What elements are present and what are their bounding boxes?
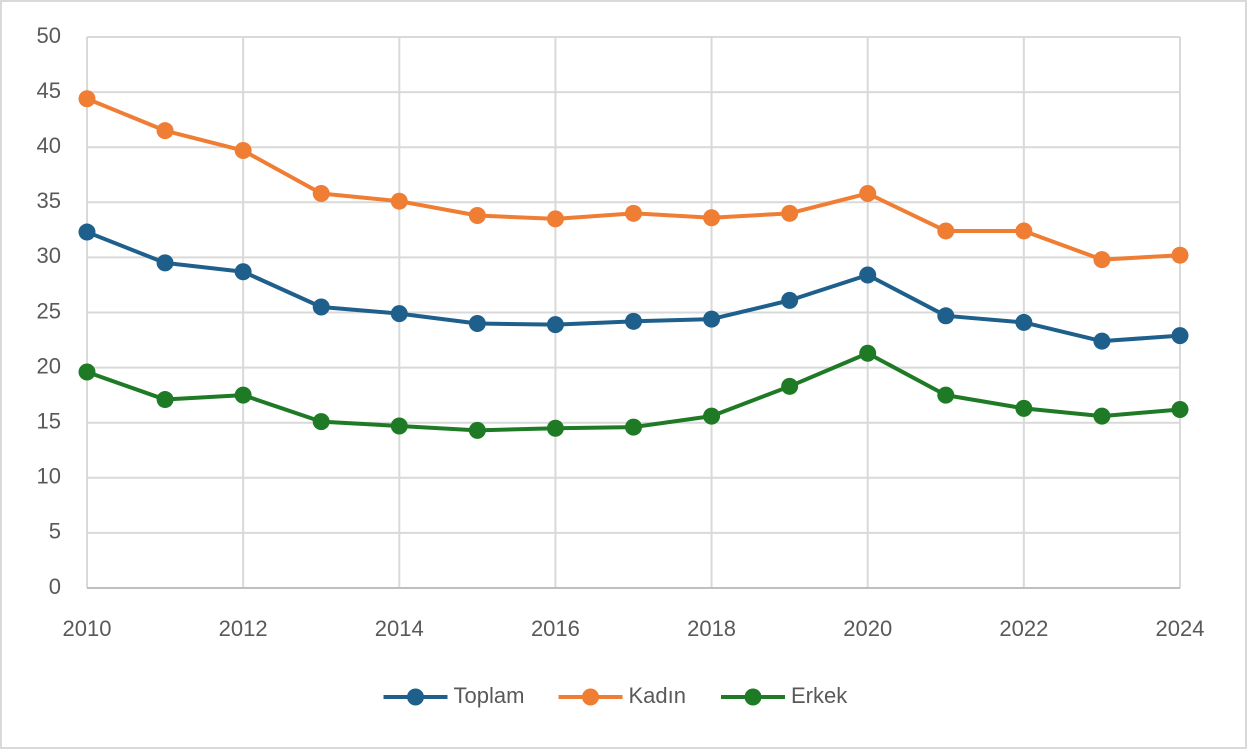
data-point xyxy=(937,386,955,404)
data-point xyxy=(625,418,642,436)
data-point xyxy=(859,184,877,202)
x-tick-label: 2018 xyxy=(687,616,736,641)
data-point xyxy=(468,421,486,439)
data-point xyxy=(156,254,174,272)
data-point xyxy=(625,312,642,330)
data-point xyxy=(468,315,486,333)
data-point xyxy=(78,223,96,241)
x-tick-label: 2016 xyxy=(531,616,580,641)
y-tick-label: 30 xyxy=(37,243,61,268)
data-point xyxy=(781,291,799,309)
data-point xyxy=(1093,332,1111,350)
x-tick-label: 2022 xyxy=(999,616,1048,641)
data-point xyxy=(312,413,330,431)
y-tick-label: 5 xyxy=(49,519,61,544)
x-tick-label: 2024 xyxy=(1156,616,1205,641)
data-point xyxy=(1015,399,1033,417)
data-point xyxy=(156,122,174,140)
x-tick-label: 2012 xyxy=(219,616,268,641)
data-point xyxy=(312,298,330,316)
y-tick-label: 20 xyxy=(37,353,61,378)
legend-label: Erkek xyxy=(791,683,848,708)
data-point xyxy=(78,90,96,108)
y-tick-label: 45 xyxy=(37,78,61,103)
legend-marker xyxy=(744,688,762,706)
data-point xyxy=(234,263,252,281)
data-point xyxy=(390,192,408,210)
data-point xyxy=(625,204,642,222)
data-point xyxy=(468,207,486,225)
data-point xyxy=(703,209,721,227)
data-point xyxy=(546,419,564,437)
data-point xyxy=(234,142,252,160)
data-point xyxy=(1015,313,1033,331)
data-point xyxy=(1093,251,1111,269)
x-tick-label: 2020 xyxy=(843,616,892,641)
data-point xyxy=(781,377,799,395)
data-point xyxy=(703,407,721,425)
data-point xyxy=(703,310,721,328)
legend-label: Kadın xyxy=(629,683,687,708)
y-tick-label: 15 xyxy=(37,409,61,434)
data-point xyxy=(390,305,408,323)
data-point xyxy=(78,363,96,381)
data-point xyxy=(1171,327,1189,345)
legend-marker xyxy=(407,688,424,706)
data-point xyxy=(156,391,174,409)
data-point xyxy=(546,316,564,334)
legend-label: Toplam xyxy=(454,683,525,708)
data-point xyxy=(546,210,564,228)
data-point xyxy=(937,307,955,325)
y-tick-label: 10 xyxy=(37,464,61,489)
data-point xyxy=(390,417,408,435)
data-point xyxy=(859,266,877,284)
data-point xyxy=(781,204,799,222)
x-tick-label: 2010 xyxy=(63,616,112,641)
y-tick-label: 25 xyxy=(37,298,61,323)
y-tick-label: 40 xyxy=(37,133,61,158)
legend-marker xyxy=(582,688,599,706)
data-point xyxy=(1171,246,1189,264)
data-point xyxy=(234,386,252,404)
y-tick-label: 50 xyxy=(37,23,61,48)
data-point xyxy=(1093,407,1111,425)
data-point xyxy=(937,222,955,240)
data-point xyxy=(1015,222,1033,240)
y-tick-label: 35 xyxy=(37,188,61,213)
x-tick-label: 2014 xyxy=(375,616,424,641)
y-tick-label: 0 xyxy=(49,574,61,599)
data-point xyxy=(312,184,330,202)
data-point xyxy=(859,344,877,362)
data-point xyxy=(1171,400,1189,418)
